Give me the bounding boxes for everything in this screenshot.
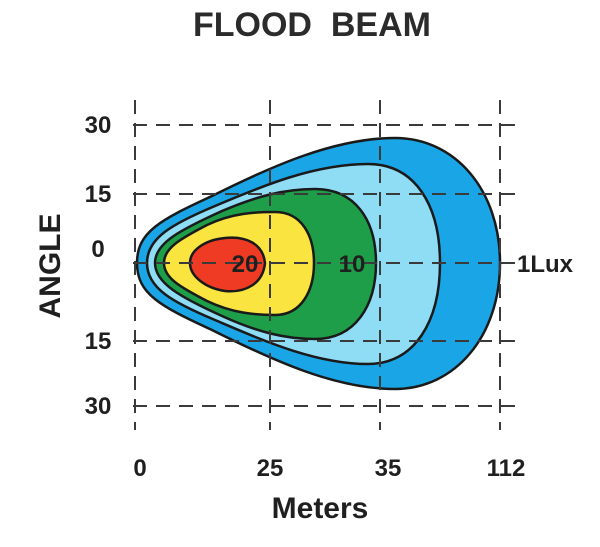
y-axis-ticks: 30 15 0 15 30 xyxy=(85,112,112,420)
x-axis-ticks: 0 25 35 112 xyxy=(133,455,525,482)
x-tick-label: 25 xyxy=(257,455,284,482)
x-axis-label: Meters xyxy=(272,492,369,525)
contour-red xyxy=(188,236,267,293)
x-tick-label: 112 xyxy=(487,455,526,482)
contour-label-20: 20 xyxy=(232,251,259,278)
grid-lines xyxy=(133,100,515,430)
y-tick-label: 15 xyxy=(85,328,112,355)
x-tick-label: 35 xyxy=(375,455,402,482)
x-tick-label: 0 xyxy=(133,455,146,482)
contour-label-1lux: 1Lux xyxy=(517,251,574,278)
contour-regions xyxy=(135,136,502,391)
y-tick-label: 15 xyxy=(85,181,112,208)
y-tick-label: 30 xyxy=(85,393,112,420)
chart-title: FLOOD BEAM xyxy=(193,6,431,44)
y-tick-label: 0 xyxy=(91,236,104,263)
y-tick-label: 30 xyxy=(85,112,112,139)
y-axis-label: ANGLE xyxy=(34,214,67,319)
contour-label-10: 10 xyxy=(339,251,366,278)
